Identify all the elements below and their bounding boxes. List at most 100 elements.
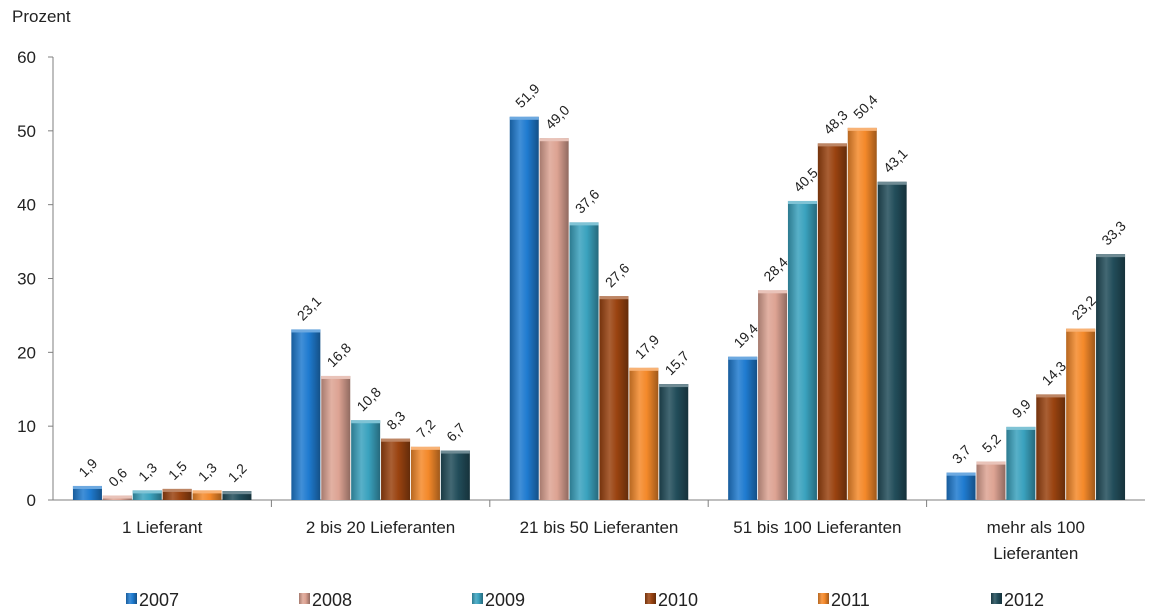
data-label: 15,7: [662, 347, 693, 378]
legend-label-2007: 2007: [139, 590, 179, 610]
bar-top-highlight: [539, 138, 569, 142]
legend-label-2009: 2009: [485, 590, 525, 610]
data-label: 10,8: [353, 384, 384, 415]
bar-top-highlight: [1096, 254, 1126, 258]
data-label: 6,7: [443, 419, 468, 444]
bar-2011-cat-1: [192, 490, 222, 500]
bar-2010-cat-3: [599, 296, 629, 500]
bar-top-highlight: [102, 495, 132, 499]
bar-top-highlight: [162, 488, 192, 492]
bar-2012-cat-3: [659, 384, 689, 500]
bar-top-highlight: [787, 200, 817, 204]
bar-2007-cat-4: [728, 356, 758, 500]
y-tick-label: 20: [17, 343, 36, 362]
bar-2011-cat-3: [629, 367, 659, 500]
bar-2010-cat-2: [381, 438, 411, 500]
bar-top-highlight: [758, 290, 788, 294]
bar-2011-cat-5: [1066, 328, 1096, 500]
bar-2009-cat-4: [787, 200, 817, 500]
bar-2010-cat-1: [162, 488, 192, 500]
bar-top-highlight: [381, 438, 411, 442]
bar-top-highlight: [1066, 328, 1096, 332]
bar-2010-cat-5: [1036, 394, 1066, 500]
y-tick-label: 10: [17, 417, 36, 436]
data-label: 33,3: [1098, 218, 1129, 249]
bar-top-highlight: [351, 420, 381, 424]
bar-top-highlight: [569, 222, 599, 226]
data-label: 51,9: [512, 80, 543, 111]
bar-top-highlight: [72, 485, 102, 489]
bar-2008-cat-4: [758, 290, 788, 500]
data-label: 27,6: [602, 260, 633, 291]
data-label: 37,6: [572, 186, 603, 217]
y-axis-unit-label: Prozent: [12, 7, 71, 26]
bar-2007-cat-5: [946, 472, 976, 500]
bar-top-highlight: [321, 375, 351, 379]
bar-2011-cat-4: [847, 127, 877, 500]
data-label: 48,3: [820, 107, 851, 138]
category-label: 2 bis 20 Lieferanten: [306, 518, 455, 537]
bar-2012-cat-5: [1096, 254, 1126, 500]
data-label: 1,5: [165, 458, 190, 483]
bar-2009-cat-1: [132, 490, 162, 500]
data-label: 8,3: [383, 408, 408, 433]
data-label: 1,2: [225, 460, 250, 485]
data-label: 16,8: [324, 339, 355, 370]
legend-label-2008: 2008: [312, 590, 352, 610]
bar-top-highlight: [192, 490, 222, 494]
bar-top-highlight: [440, 450, 470, 454]
legend-swatch-2008: [299, 593, 310, 604]
bar-top-highlight: [1036, 394, 1066, 398]
legend-swatch-2012: [991, 593, 1002, 604]
data-label: 23,2: [1068, 292, 1099, 323]
bar-2008-cat-2: [321, 375, 351, 500]
y-tick-label: 0: [27, 491, 36, 510]
bar-2012-cat-2: [440, 450, 470, 500]
data-label: 0,6: [105, 464, 130, 489]
bar-top-highlight: [877, 181, 907, 185]
data-label: 9,9: [1009, 396, 1034, 421]
bar-top-highlight: [1006, 426, 1036, 430]
legend-label-2011: 2011: [831, 590, 870, 610]
bar-top-highlight: [509, 116, 539, 120]
data-label: 17,9: [632, 331, 663, 362]
legend-swatch-2010: [645, 593, 656, 604]
legend: 2007 2008 2009 2010 2011 2012: [126, 590, 1044, 610]
legend-label-2010: 2010: [658, 590, 698, 610]
data-label: 7,2: [413, 416, 438, 441]
data-label: 28,4: [760, 254, 791, 285]
y-tick-label: 40: [17, 196, 36, 215]
bar-top-highlight: [132, 490, 162, 494]
data-label: 14,3: [1039, 358, 1070, 389]
data-label: 43,1: [880, 145, 911, 176]
data-label: 1,3: [135, 459, 160, 484]
bar-2012-cat-1: [222, 491, 252, 500]
bar-2009-cat-3: [569, 222, 599, 501]
y-tick-label: 50: [17, 122, 36, 141]
bar-2007-cat-2: [291, 329, 321, 500]
bar-top-highlight: [410, 446, 440, 450]
bar-top-highlight: [659, 384, 689, 388]
y-tick-label: 60: [17, 48, 36, 67]
bar-2009-cat-5: [1006, 426, 1036, 500]
bar-top-highlight: [817, 143, 847, 147]
bar-2012-cat-4: [877, 181, 907, 501]
data-label: 5,2: [979, 431, 1004, 456]
category-label: 51 bis 100 Lieferanten: [733, 518, 901, 537]
bar-2008-cat-5: [976, 461, 1006, 500]
category-label: 21 bis 50 Lieferanten: [520, 518, 679, 537]
bar-top-highlight: [222, 491, 252, 495]
bar-2009-cat-2: [351, 420, 381, 500]
y-tick-label: 30: [17, 270, 36, 289]
bars: [72, 116, 1126, 501]
category-label: 1 Lieferant: [122, 518, 203, 537]
bar-top-highlight: [291, 329, 321, 333]
bar-top-highlight: [946, 472, 976, 476]
category-labels: 1 Lieferant 2 bis 20 Lieferanten 21 bis 50…: [122, 518, 1085, 563]
data-label: 19,4: [730, 320, 761, 351]
bar-2007-cat-3: [509, 116, 539, 501]
data-label: 23,1: [294, 293, 325, 324]
legend-label-2012: 2012: [1004, 590, 1044, 610]
bar-top-highlight: [976, 461, 1006, 465]
